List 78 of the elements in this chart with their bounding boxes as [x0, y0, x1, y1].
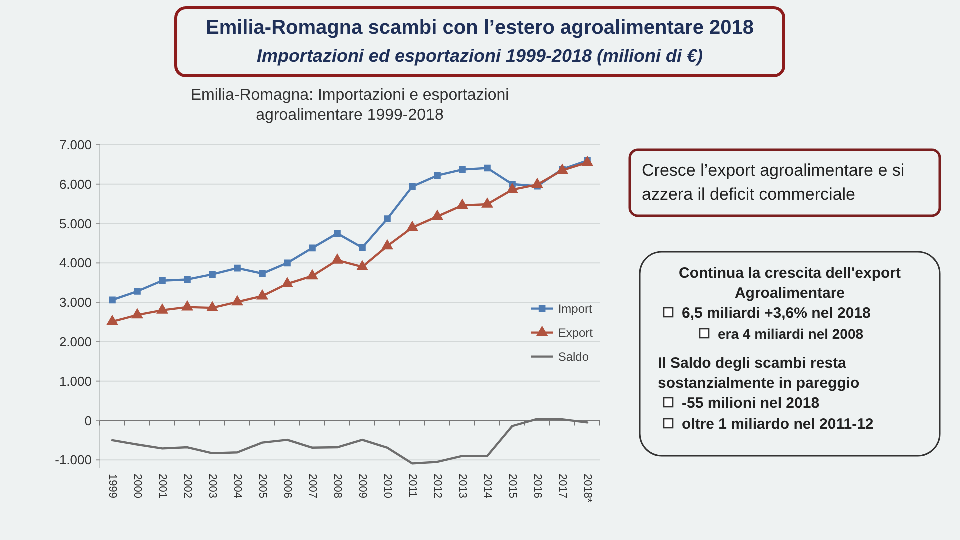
- y-tick-label: 4.000: [59, 256, 92, 271]
- x-tick-label: 2009: [356, 474, 368, 498]
- point: [259, 270, 266, 278]
- y-tick-label: 1.000: [59, 374, 92, 389]
- x-tick-label: 2017: [556, 474, 568, 498]
- text: era 4 miliardi nel 2008: [718, 326, 864, 342]
- x-tick-label: 2001: [156, 474, 168, 498]
- text: Continua la crescita dell'export Agroalimentare: [679, 265, 901, 302]
- x-tick-label: 2015: [506, 474, 518, 498]
- x-tick-label: 2014: [482, 474, 494, 498]
- point: [482, 198, 494, 208]
- x-tick-label: 2002: [182, 474, 194, 498]
- legend-label: Import: [558, 302, 593, 316]
- x-tick-label: 2000: [132, 474, 144, 498]
- y-tick-label: 5.000: [59, 216, 92, 232]
- point: [309, 244, 316, 252]
- point: [384, 216, 391, 222]
- point: [484, 164, 491, 172]
- point: [409, 183, 416, 190]
- point: [106, 315, 118, 326]
- x-tick-label: 2007: [306, 474, 318, 498]
- point: [156, 304, 168, 314]
- text: oltre 1 miliardo nel 2011-12: [682, 416, 874, 433]
- legend-label: Export: [558, 326, 594, 340]
- point: [356, 260, 368, 271]
- x-tick-label: 2011: [406, 474, 418, 498]
- x-tick-label: 2016: [532, 474, 544, 498]
- chart-subtitle: Importazioni ed esportazioni 1999-2018 (milioni di €): [256, 46, 704, 66]
- point: [406, 221, 418, 232]
- x-tick-label: 2013: [456, 474, 468, 498]
- point: [256, 290, 268, 300]
- point: [506, 183, 518, 194]
- x-tick-label: 2004: [232, 474, 244, 498]
- point: [334, 230, 341, 238]
- y-tick-label: 2.000: [59, 334, 92, 350]
- point: [359, 244, 366, 252]
- point: [556, 164, 568, 174]
- point: [582, 156, 594, 166]
- point: [206, 302, 218, 312]
- x-tick-label: 2010: [382, 474, 394, 498]
- text: Cresce l’export agroalimentare e si azzera il deficit commerciale: [642, 161, 905, 204]
- y-tick-label: 0: [84, 413, 92, 428]
- point: [232, 296, 244, 306]
- point: [134, 288, 141, 295]
- point: [382, 240, 394, 250]
- point: [182, 300, 194, 311]
- point: [434, 172, 441, 180]
- point: [109, 296, 116, 304]
- y-tick-label: 3.000: [59, 295, 92, 310]
- chart-title: Emilia-Romagna scambi con l’estero agroalimentare 2018: [206, 17, 754, 39]
- y-tick-label: -1.000: [55, 452, 92, 468]
- point: [332, 254, 344, 264]
- point: [209, 271, 216, 278]
- point: [532, 178, 544, 188]
- point: [159, 277, 166, 284]
- x-tick-label: 2003: [206, 474, 218, 498]
- x-tick-label: 2006: [282, 474, 294, 498]
- y-tick-label: 7.000: [59, 138, 92, 153]
- text: 6,5 miliardi +3,6% nel 2018: [682, 305, 871, 322]
- point: [456, 199, 468, 210]
- y-tick-label: 6.000: [59, 176, 92, 192]
- point: [459, 166, 466, 174]
- point: [282, 278, 294, 288]
- legend-label: Saldo: [558, 350, 590, 364]
- text: Il Saldo degli scambi resta sostanzialmente in pareggio: [658, 355, 860, 392]
- x-tick-label: 2005: [256, 474, 268, 498]
- x-tick-label: 1999: [106, 474, 118, 498]
- x-tick-label: 2008: [332, 474, 344, 498]
- point: [284, 260, 291, 267]
- x-tick-label: 2018*: [582, 474, 594, 504]
- point: [306, 270, 318, 280]
- point: [132, 308, 144, 319]
- text: Emilia-Romagna: Importazioni e esportazioni agroalimentare 1999-2018: [190, 87, 510, 124]
- point: [234, 264, 241, 272]
- text: -55 milioni nel 2018: [682, 395, 820, 412]
- x-tick-label: 2012: [432, 474, 444, 498]
- point: [432, 210, 444, 220]
- point: [184, 276, 191, 284]
